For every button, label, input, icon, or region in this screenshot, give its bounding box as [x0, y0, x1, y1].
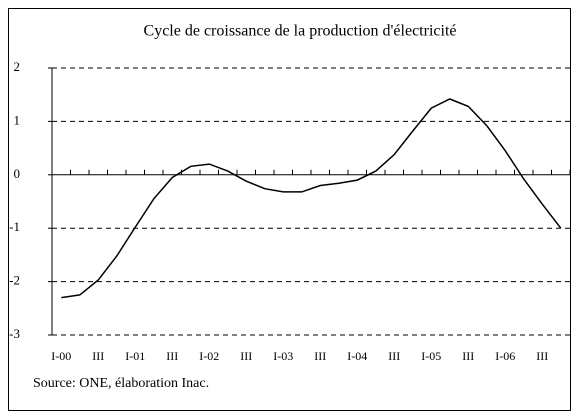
chart-frame: [8, 8, 571, 411]
x-tick-label: III: [536, 349, 548, 363]
x-tick-label: I-04: [347, 349, 367, 363]
x-tick-label: III: [92, 349, 104, 363]
chart-title: Cycle de croissance de la production d'é…: [144, 23, 457, 40]
x-tick-label: I-01: [125, 349, 145, 363]
y-tick-label: 0: [14, 166, 21, 181]
y-tick-label: -2: [9, 273, 20, 288]
x-tick-label: III: [314, 349, 326, 363]
x-tick-label: III: [388, 349, 400, 363]
x-tick-label: III: [240, 349, 252, 363]
x-tick-label: I-00: [51, 349, 71, 363]
y-tick-label: -1: [9, 219, 20, 234]
x-tick-label: I-05: [421, 349, 441, 363]
y-tick-label: 1: [14, 112, 21, 127]
y-tick-label: 2: [14, 59, 21, 74]
x-tick-label: III: [166, 349, 178, 363]
x-tick-label: I-06: [495, 349, 515, 363]
x-tick-label: III: [462, 349, 474, 363]
data-line: [61, 98, 562, 299]
x-tick-label: I-02: [199, 349, 219, 363]
y-tick-label: -3: [9, 326, 20, 341]
x-tick-label: I-03: [273, 349, 293, 363]
source-note: Source: ONE, élaboration Inac.: [33, 376, 209, 391]
